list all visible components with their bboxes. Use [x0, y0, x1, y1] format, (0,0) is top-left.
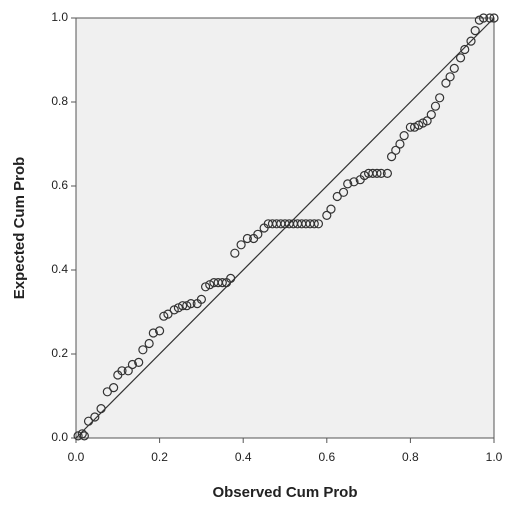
y-tick-label: 0.8: [51, 94, 68, 108]
point: [449, 63, 459, 74]
point: [426, 109, 436, 120]
point: [405, 122, 415, 132]
point: [138, 345, 148, 355]
point: [90, 412, 100, 422]
point: [155, 326, 165, 336]
point: [177, 301, 188, 311]
point: [96, 404, 106, 414]
x-tick-label: 0.6: [318, 450, 335, 464]
y-tick-label: 0.6: [51, 178, 68, 192]
point: [83, 416, 94, 426]
point: [445, 72, 455, 82]
point: [466, 36, 476, 46]
point: [470, 26, 480, 36]
point: [123, 366, 133, 376]
point: [395, 139, 405, 149]
x-tick-label: 1.0: [486, 450, 503, 464]
point: [435, 93, 445, 103]
x-tick-label: 0.2: [151, 450, 168, 464]
point: [332, 191, 342, 202]
point: [372, 168, 382, 178]
y-tick-label: 0.4: [51, 262, 68, 276]
point: [109, 383, 119, 393]
point: [338, 187, 349, 197]
point: [144, 338, 154, 349]
point: [349, 177, 359, 187]
point: [163, 309, 173, 319]
point: [196, 294, 206, 304]
y-axis-title: Expected Cum Prob: [11, 157, 28, 300]
point: [242, 233, 252, 244]
point: [441, 78, 451, 88]
point: [79, 431, 89, 441]
point: [148, 328, 158, 338]
point: [489, 13, 499, 23]
point: [230, 248, 240, 258]
x-axis-title: Observed Cum Prob: [212, 484, 357, 501]
point: [127, 359, 138, 370]
point: [102, 387, 112, 397]
point: [478, 13, 489, 23]
point: [326, 204, 336, 214]
point: [399, 131, 409, 141]
point: [313, 219, 324, 229]
point: [309, 219, 319, 229]
point: [117, 366, 127, 376]
point: [460, 44, 470, 55]
point: [322, 210, 332, 220]
point: [77, 429, 87, 439]
point: [382, 168, 393, 178]
point: [226, 273, 236, 283]
y-tick-label: 0.2: [51, 346, 68, 360]
point: [391, 145, 401, 155]
y-tick-label: 0.0: [51, 430, 68, 444]
x-tick-label: 0.4: [235, 450, 252, 464]
point: [236, 240, 246, 250]
point: [376, 168, 386, 178]
point: [186, 299, 196, 309]
point: [430, 101, 441, 111]
point: [455, 53, 466, 63]
point: [253, 229, 263, 239]
x-tick-label: 0.8: [402, 450, 419, 464]
point: [134, 357, 144, 367]
point: [386, 152, 397, 162]
x-tick-label: 0.0: [68, 450, 85, 464]
point: [485, 13, 495, 23]
y-tick-label: 1.0: [51, 10, 68, 24]
point: [217, 278, 227, 288]
point: [343, 179, 353, 189]
point: [422, 116, 432, 126]
